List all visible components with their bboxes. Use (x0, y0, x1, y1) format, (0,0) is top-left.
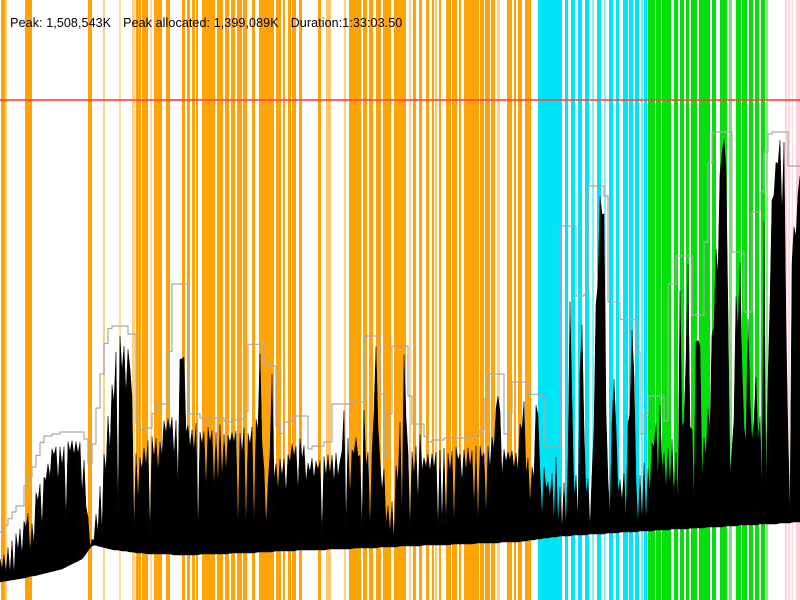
orange-events-stripe (514, 0, 516, 600)
orange-events-stripe (376, 0, 381, 600)
orange-events-stripe (217, 0, 223, 600)
orange-events-stripe (1, 0, 5, 600)
orange-events-stripe (154, 0, 162, 600)
orange-events-stripe (225, 0, 229, 600)
green-events-stripe (648, 0, 655, 600)
orange-events-stripe (299, 0, 302, 600)
orange-events-stripe (276, 0, 281, 600)
orange-events-stripe (426, 0, 429, 600)
green-events-stripe (680, 0, 684, 600)
orange-events-stripe (103, 0, 105, 600)
cyan-events-stripe (592, 0, 594, 600)
orange-events-stripe (507, 0, 512, 600)
orange-events-stripe (150, 0, 152, 600)
peak-stat: Peak: 1,508,543K (10, 16, 112, 30)
green-events-stripe (736, 0, 741, 600)
duration-stat: Duration:1:33:03.50 (290, 16, 403, 30)
orange-events-stripe (452, 0, 457, 600)
orange-events-stripe (283, 0, 285, 600)
cyan-events-stripe (578, 0, 582, 600)
green-events-stripe (656, 0, 661, 600)
green-events-stripe (662, 0, 671, 600)
cyan-events-stripe (585, 0, 589, 600)
pink-events-stripe (785, 0, 787, 600)
green-events-stripe (729, 0, 732, 600)
orange-events-stripe (88, 0, 92, 600)
orange-events-stripe (5, 0, 7, 600)
cyan-events-stripe (571, 0, 575, 600)
green-events-stripe (712, 0, 716, 600)
orange-events-stripe (142, 0, 148, 600)
cyan-events-stripe (616, 0, 619, 600)
pink-events-stripe (788, 0, 790, 600)
orange-events-stripe (237, 0, 242, 600)
green-events-stripe (766, 0, 768, 600)
orange-events-stripe (266, 0, 274, 600)
orange-events-stripe (409, 0, 411, 600)
orange-events-stripe (166, 0, 170, 600)
orange-events-stripe (525, 0, 531, 600)
orange-events-stripe (459, 0, 461, 600)
orange-events-stripe (326, 0, 331, 600)
green-events-stripe (755, 0, 759, 600)
orange-events-stripe (471, 0, 479, 600)
orange-events-stripe (132, 0, 135, 600)
cyan-events-stripe (644, 0, 647, 600)
orange-events-stripe (182, 0, 185, 600)
orange-events-stripe (419, 0, 422, 600)
orange-events-stripe (192, 0, 195, 600)
cyan-events-stripe (635, 0, 639, 600)
green-events-stripe (674, 0, 678, 600)
orange-events-stripe (383, 0, 391, 600)
cyan-events-stripe (623, 0, 628, 600)
orange-events-stripe (439, 0, 441, 600)
green-events-stripe (749, 0, 753, 600)
orange-events-stripe (231, 0, 235, 600)
memory-trace-area (0, 139, 800, 583)
orange-events-stripe (518, 0, 522, 600)
cyan-events-stripe (629, 0, 633, 600)
peak-threshold-line (0, 99, 800, 101)
orange-events-stripe (243, 0, 247, 600)
cyan-events-stripe (565, 0, 568, 600)
orange-events-stripe (252, 0, 255, 600)
peak-envelope-line (0, 131, 800, 533)
orange-events-stripe (292, 0, 296, 600)
green-events-stripe (761, 0, 765, 600)
orange-events-stripe (363, 0, 367, 600)
orange-events-stripe (485, 0, 490, 600)
orange-events-stripe (344, 0, 346, 600)
orange-events-stripe (119, 0, 121, 600)
orange-events-stripe (432, 0, 434, 600)
orange-events-stripe (25, 0, 32, 600)
orange-events-stripe (369, 0, 373, 600)
orange-events-stripe (318, 0, 321, 600)
orange-events-stripe (464, 0, 471, 600)
orange-events-stripe (136, 0, 141, 600)
orange-events-stripe (491, 0, 495, 600)
orange-events-stripe (435, 0, 437, 600)
orange-events-stripe (413, 0, 416, 600)
orange-events-stripe (497, 0, 500, 600)
peak-allocated-stat: Peak allocated: 1,399,089K (123, 16, 279, 30)
cyan-events-stripe (609, 0, 613, 600)
orange-events-stripe (196, 0, 198, 600)
orange-events-stripe (259, 0, 266, 600)
orange-events-stripe (480, 0, 484, 600)
status-bar: Peak: 1,508,543K Peak allocated: 1,399,08… (3, 1, 414, 31)
cyan-events-stripe (641, 0, 643, 600)
green-events-stripe (691, 0, 697, 600)
orange-events-stripe (446, 0, 451, 600)
orange-events-stripe (288, 0, 291, 600)
